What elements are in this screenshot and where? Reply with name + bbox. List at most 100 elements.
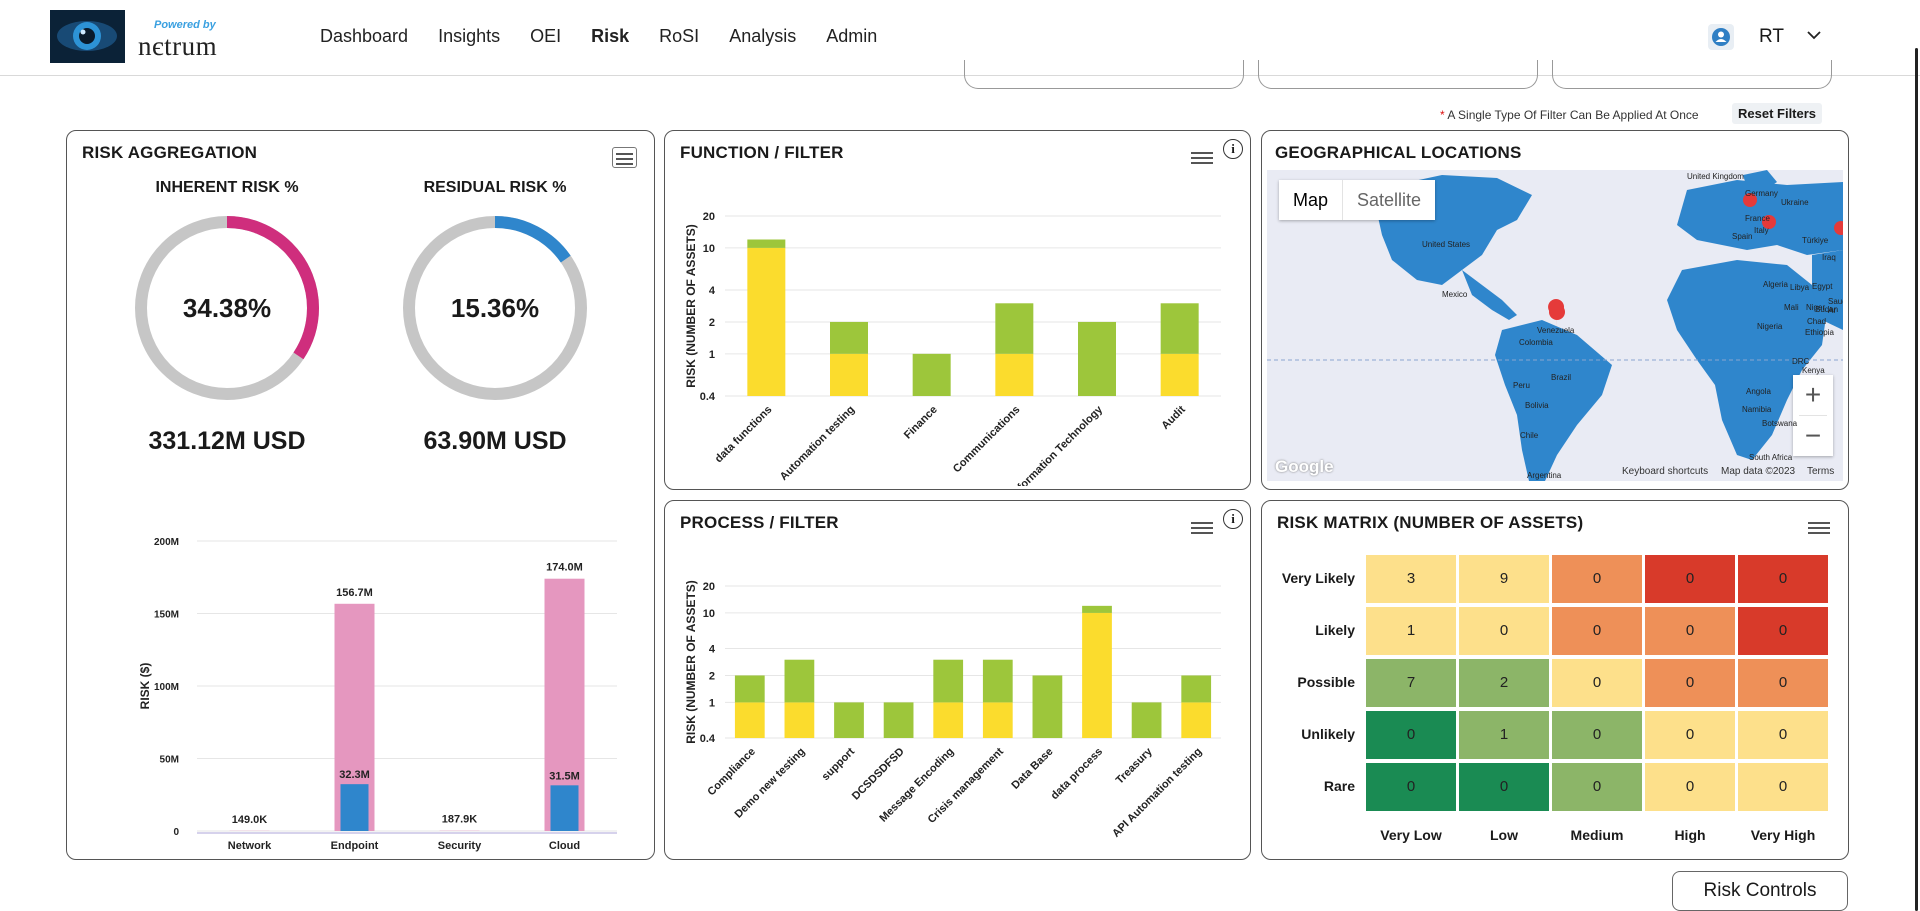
matrix-cell[interactable]: 0 — [1738, 555, 1828, 603]
bar-green[interactable] — [734, 675, 765, 703]
bar-yellow[interactable] — [1082, 612, 1112, 738]
nav-item-rosi[interactable]: RoSI — [659, 26, 700, 46]
matrix-cell[interactable]: 3 — [1366, 555, 1456, 603]
nav-item-dashboard[interactable]: Dashboard — [320, 26, 409, 46]
bar-green[interactable] — [1082, 605, 1112, 613]
risk-controls-button[interactable]: Risk Controls — [1672, 871, 1848, 911]
matrix-cell[interactable]: 0 — [1366, 711, 1456, 759]
bar-yellow[interactable] — [995, 353, 1034, 396]
satellite-button[interactable]: Satellite — [1342, 180, 1435, 220]
map-button[interactable]: Map — [1293, 190, 1329, 210]
matrix-cell[interactable]: 0 — [1459, 607, 1549, 655]
bar-data-label: 32.3M — [339, 769, 370, 781]
bar-yellow[interactable] — [747, 247, 786, 396]
bar-green[interactable] — [883, 702, 914, 738]
bar-yellow[interactable] — [1181, 702, 1212, 738]
matrix-cell[interactable]: 0 — [1738, 763, 1828, 811]
matrix-cell[interactable]: 0 — [1552, 555, 1642, 603]
bar-green[interactable] — [747, 239, 786, 248]
brand-logo[interactable]: Powered by nєtrum — [138, 17, 248, 61]
matrix-cell[interactable]: 0 — [1738, 607, 1828, 655]
matrix-cell[interactable]: 0 — [1552, 711, 1642, 759]
bar-yellow[interactable] — [830, 353, 868, 396]
bar-green[interactable] — [1181, 675, 1212, 703]
bar-green[interactable] — [834, 702, 864, 738]
country-label: Ethiopia — [1805, 328, 1834, 337]
matrix-cell[interactable]: 0 — [1459, 763, 1549, 811]
scrollbar[interactable] — [1915, 48, 1918, 911]
menu-icon[interactable] — [1191, 149, 1213, 167]
matrix-cell[interactable]: 0 — [1645, 607, 1735, 655]
y-tick-label: 0 — [173, 827, 179, 838]
matrix-cell[interactable]: 0 — [1738, 711, 1828, 759]
bar-residual[interactable] — [340, 784, 369, 831]
country-label: Sudan — [1815, 305, 1839, 314]
matrix-cell[interactable]: 0 — [1645, 711, 1735, 759]
matrix-cell[interactable]: 2 — [1459, 659, 1549, 707]
nav-item-admin[interactable]: Admin — [826, 26, 878, 46]
bar-green[interactable] — [784, 659, 815, 703]
nav-item-risk[interactable]: Risk — [591, 26, 630, 46]
user-initials[interactable]: RT — [1759, 26, 1784, 47]
world-map[interactable]: Map Satellite + − United Kingdom Germany U… — [1267, 170, 1843, 481]
matrix-cell[interactable]: 0 — [1366, 763, 1456, 811]
x-tick-label: Network — [228, 840, 272, 852]
bar-green[interactable] — [995, 303, 1034, 354]
filter-dropdown-2[interactable] — [1258, 60, 1538, 89]
matrix-cell[interactable]: 1 — [1366, 607, 1456, 655]
reset-filters-button[interactable]: Reset Filters — [1732, 103, 1823, 124]
keyboard-shortcuts-link[interactable]: Keyboard shortcuts — [1622, 466, 1709, 477]
bar-green[interactable] — [982, 659, 1013, 703]
y-tick-label: 2 — [709, 670, 715, 682]
matrix-col-label: High — [1674, 827, 1706, 843]
nav-item-insights[interactable]: Insights — [438, 26, 501, 46]
x-tick-label: Security — [438, 840, 482, 852]
bar-green[interactable] — [1078, 321, 1116, 396]
menu-icon[interactable] — [1808, 519, 1830, 537]
matrix-cell[interactable]: 9 — [1459, 555, 1549, 603]
matrix-cell[interactable]: 0 — [1645, 659, 1735, 707]
filter-dropdown-3[interactable] — [1552, 60, 1832, 89]
bar-yellow[interactable] — [784, 702, 815, 738]
bar-yellow[interactable] — [933, 702, 964, 738]
matrix-cell[interactable]: 0 — [1645, 763, 1735, 811]
bar-green[interactable] — [1160, 303, 1199, 354]
info-icon[interactable]: i — [1223, 509, 1243, 529]
menu-icon[interactable] — [612, 147, 637, 168]
zoom-controls: + − — [1793, 375, 1833, 456]
x-tick-label: Automation testing — [778, 404, 857, 483]
user-icon[interactable] — [1708, 24, 1734, 50]
menu-icon[interactable] — [1191, 519, 1213, 537]
matrix-cell[interactable]: 0 — [1552, 659, 1642, 707]
bar-green[interactable] — [1131, 702, 1162, 738]
bar-yellow[interactable] — [982, 702, 1013, 738]
bar-green[interactable] — [1032, 675, 1063, 738]
info-icon[interactable]: i — [1223, 139, 1243, 159]
bar-yellow[interactable] — [734, 702, 765, 738]
eye-logo[interactable] — [50, 10, 125, 63]
matrix-cell[interactable]: 0 — [1552, 607, 1642, 655]
country-label: Mexico — [1442, 290, 1468, 299]
bar-data-label: 31.5M — [549, 770, 580, 782]
zoom-out-button[interactable]: − — [1804, 420, 1822, 451]
matrix-cell[interactable]: 0 — [1738, 659, 1828, 707]
country-label: Nigeria — [1757, 322, 1783, 331]
bar-green[interactable] — [912, 353, 951, 396]
terms-link[interactable]: Terms — [1807, 466, 1835, 477]
residual-risk-usd: 63.90M USD — [423, 427, 567, 455]
bar-green[interactable] — [830, 321, 868, 354]
matrix-cell[interactable]: 0 — [1552, 763, 1642, 811]
brand-name: nєtrum — [138, 31, 218, 61]
bar-green[interactable] — [933, 659, 964, 703]
chevron-down-icon[interactable] — [1806, 28, 1822, 46]
google-logo[interactable]: Google — [1275, 457, 1334, 476]
bar-residual[interactable] — [550, 785, 579, 831]
matrix-cell[interactable]: 7 — [1366, 659, 1456, 707]
zoom-in-button[interactable]: + — [1804, 379, 1822, 410]
bar-yellow[interactable] — [1160, 353, 1199, 396]
nav-item-oei[interactable]: OEI — [530, 26, 562, 46]
filter-dropdown-1[interactable] — [964, 60, 1244, 89]
matrix-cell[interactable]: 1 — [1459, 711, 1549, 759]
matrix-cell[interactable]: 0 — [1645, 555, 1735, 603]
nav-item-analysis[interactable]: Analysis — [729, 26, 797, 46]
